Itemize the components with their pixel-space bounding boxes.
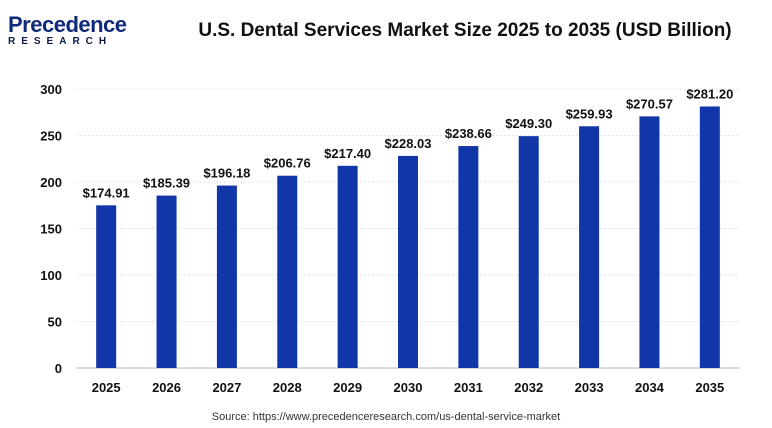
data-label: $228.03: [385, 136, 432, 151]
data-label: $249.30: [505, 116, 552, 131]
y-tick-label: 200: [40, 175, 62, 190]
bar-2035: [699, 106, 720, 368]
bar-2032: [518, 136, 539, 368]
y-tick-label: 150: [40, 222, 62, 237]
y-tick-label: 0: [55, 361, 62, 376]
x-tick-label: 2029: [333, 380, 362, 395]
bar-2028: [277, 175, 298, 368]
x-tick-label: 2028: [273, 380, 302, 395]
data-label: $174.91: [83, 185, 130, 200]
x-tick-label: 2035: [695, 380, 724, 395]
y-tick-label: 100: [40, 268, 62, 283]
bar-2031: [458, 146, 479, 368]
chart-title: U.S. Dental Services Market Size 2025 to…: [198, 20, 732, 41]
bar-2026: [156, 195, 177, 368]
x-tick-label: 2032: [514, 380, 543, 395]
source-note: Source: https://www.precedenceresearch.c…: [211, 411, 561, 423]
logo-line2: RESEARCH: [8, 36, 113, 47]
logo-line1: Precedence: [8, 12, 127, 37]
bar-2030: [398, 155, 418, 368]
data-label: $206.76: [264, 156, 311, 171]
y-tick-label: 300: [40, 82, 62, 97]
data-label: $238.66: [445, 126, 492, 141]
bar-2029: [337, 165, 358, 368]
data-label: $270.57: [626, 96, 673, 111]
x-tick-label: 2027: [212, 380, 241, 395]
x-tick-label: 2025: [92, 380, 121, 395]
y-tick-label: 50: [48, 315, 62, 330]
data-label: $259.93: [566, 106, 613, 121]
bar-2033: [579, 126, 600, 368]
data-label: $196.18: [203, 166, 250, 181]
x-tick-label: 2030: [394, 380, 423, 395]
bar-2025: [96, 205, 117, 368]
x-tick-label: 2026: [152, 380, 181, 395]
x-tick-label: 2033: [575, 380, 604, 395]
x-tick-label: 2034: [635, 380, 665, 395]
x-tick-label: 2031: [454, 380, 483, 395]
data-label: $281.20: [686, 86, 733, 101]
data-label: $185.39: [143, 176, 190, 191]
bar-2027: [216, 185, 237, 368]
data-label: $217.40: [324, 146, 371, 161]
bar-2034: [639, 116, 660, 368]
precedence-research-logo: Precedence RESEARCH: [8, 14, 128, 48]
y-tick-label: 250: [40, 129, 62, 144]
